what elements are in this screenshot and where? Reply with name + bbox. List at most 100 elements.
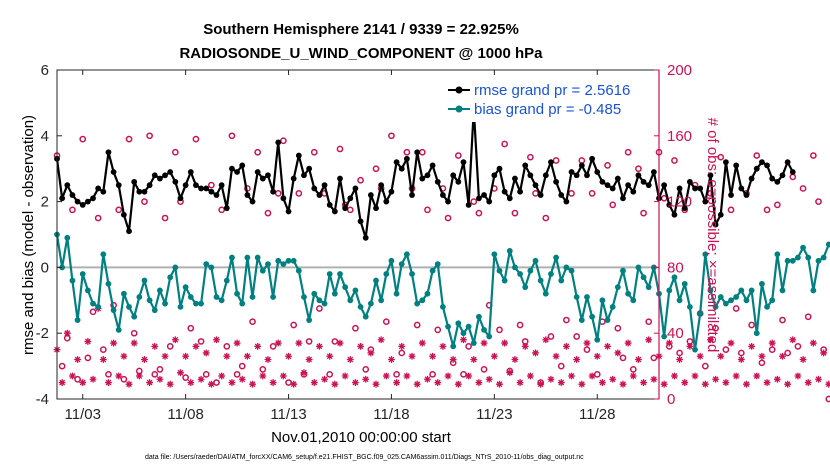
rmse-point: [774, 178, 781, 185]
assimilated-obs-marker: [346, 356, 354, 363]
assimilated-obs-marker: [187, 379, 195, 386]
bias-point: [825, 241, 830, 248]
assimilated-obs-marker: [583, 339, 591, 347]
possible-obs-marker: [763, 206, 771, 214]
possible-obs-marker: [89, 308, 97, 316]
possible-obs-marker: [758, 359, 766, 367]
assimilated-obs-marker: [249, 380, 256, 388]
assimilated-obs-marker: [243, 352, 251, 360]
bias-point: [707, 287, 714, 294]
rmse-point: [141, 188, 148, 195]
possible-obs-marker: [635, 165, 642, 173]
rmse-point: [254, 169, 261, 175]
bias-point: [254, 254, 261, 261]
rmse-point: [666, 201, 673, 208]
rmse-point: [429, 162, 436, 169]
assimilated-obs-marker: [398, 342, 406, 350]
assimilated-obs-marker: [408, 352, 416, 360]
rmse-point: [645, 182, 652, 189]
rmse-point: [635, 172, 642, 179]
rmse-point: [759, 159, 765, 166]
bias-point: [141, 277, 148, 284]
bias-point: [100, 251, 107, 258]
bias-point: [738, 287, 745, 294]
possible-obs-marker: [753, 152, 761, 159]
rmse-point: [306, 165, 313, 172]
assimilated-obs-marker: [377, 336, 385, 344]
bias-point: [208, 264, 215, 271]
rmse-point: [676, 185, 683, 192]
assimilated-obs-marker: [202, 349, 210, 357]
bias-point: [542, 290, 549, 297]
assimilated-obs-marker: [418, 339, 426, 347]
rmse-point: [522, 162, 529, 169]
assimilated-obs-marker: [444, 372, 452, 380]
bias-point: [321, 300, 328, 307]
possible-obs-marker: [352, 324, 359, 332]
bias-point: [331, 290, 338, 297]
rmse-point: [707, 172, 714, 179]
bias-point: [486, 333, 493, 340]
x-tick-label: 11/13: [270, 406, 306, 423]
bias-point: [815, 257, 822, 264]
assimilated-obs-marker: [403, 372, 411, 380]
rmse-point: [388, 188, 395, 195]
assimilated-obs-marker: [151, 342, 159, 350]
possible-obs-marker: [316, 305, 323, 312]
assimilated-obs-marker: [480, 339, 488, 347]
possible-obs-marker: [804, 313, 812, 321]
assimilated-obs-marker: [526, 372, 534, 380]
assimilated-obs-marker: [341, 372, 349, 380]
assimilated-obs-marker: [141, 356, 148, 363]
bias-point: [383, 271, 390, 277]
possible-obs-marker: [84, 354, 92, 362]
possible-obs-marker: [671, 157, 678, 164]
rmse-point: [398, 165, 405, 172]
possible-obs-marker: [624, 148, 632, 156]
possible-obs-marker: [146, 132, 153, 140]
possible-obs-marker: [326, 370, 334, 378]
assimilated-obs-marker: [578, 380, 586, 388]
bias-point: [548, 271, 554, 277]
rmse-point: [270, 188, 277, 195]
rmse-point: [265, 172, 271, 179]
rmse-point: [352, 185, 359, 192]
assimilated-obs-marker: [110, 339, 117, 347]
rmse-point: [455, 178, 462, 185]
possible-obs-marker: [784, 349, 791, 357]
possible-obs-marker: [496, 326, 503, 334]
bias-point: [229, 254, 235, 261]
bias-point: [409, 271, 415, 277]
rmse-point: [512, 175, 518, 182]
bias-point: [558, 277, 565, 284]
rmse-point: [445, 198, 451, 205]
assimilated-obs-marker: [326, 352, 334, 360]
bias-point: [692, 346, 698, 353]
assimilated-obs-marker: [161, 352, 169, 360]
bias-point: [501, 277, 508, 284]
assimilated-obs-marker: [63, 329, 71, 337]
assimilated-obs-marker: [388, 356, 395, 363]
y2-tick-label: 200: [667, 62, 692, 79]
possible-obs-marker: [94, 214, 102, 222]
assimilated-obs-marker: [763, 379, 771, 386]
y-tick-label: 2: [41, 194, 49, 211]
bias-point: [177, 303, 184, 310]
assimilated-obs-marker: [429, 352, 437, 360]
bias-point: [342, 284, 349, 291]
possible-obs-marker: [717, 153, 725, 161]
assimilated-obs-marker: [686, 342, 694, 350]
assimilated-obs-marker: [393, 379, 400, 386]
assimilated-obs-marker: [362, 375, 370, 383]
assimilated-obs-marker: [696, 352, 704, 360]
possible-obs-marker: [470, 198, 478, 205]
possible-obs-marker: [218, 206, 225, 214]
rmse-point: [342, 205, 349, 212]
possible-obs-marker: [547, 333, 555, 340]
rmse-point: [362, 234, 369, 241]
bias-point: [445, 323, 451, 330]
rmse-point: [182, 182, 189, 189]
rmse-point: [501, 188, 508, 195]
assimilated-obs-marker: [197, 375, 205, 383]
possible-obs-marker: [604, 162, 611, 169]
